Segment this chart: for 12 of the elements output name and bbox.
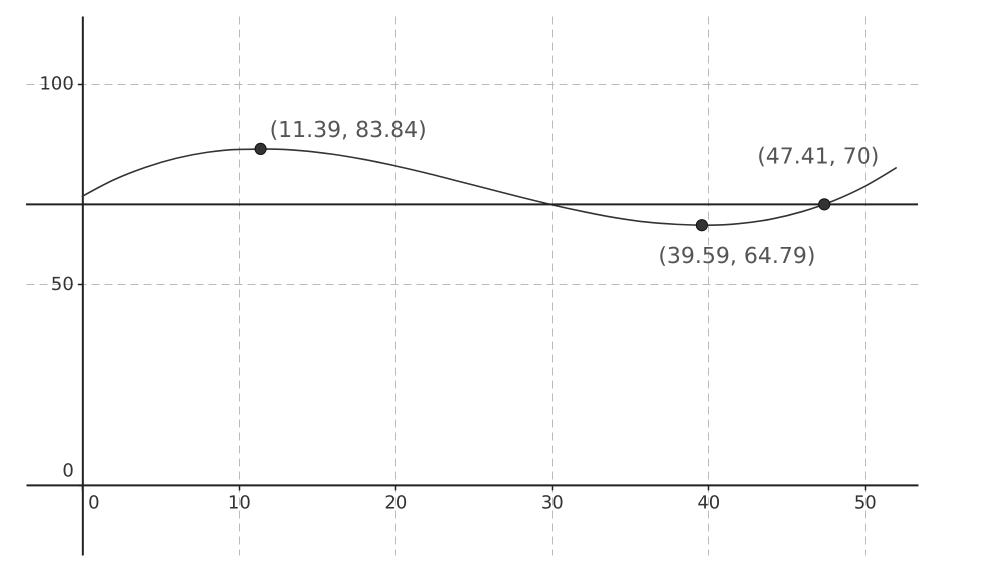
data-label: (39.59, 64.79) — [658, 244, 816, 270]
x-tick-label: 40 — [697, 492, 720, 514]
x-tick-label: 30 — [540, 492, 564, 514]
y-tick-label: 100 — [39, 74, 74, 95]
y-tick-label: 0 — [62, 460, 74, 482]
x-tick-label: 50 — [854, 492, 877, 514]
x-tick-label: 0 — [88, 492, 100, 514]
data-label: (11.39, 83.84) — [270, 118, 427, 143]
y-tick-label: 50 — [50, 274, 74, 295]
x-tick-label: 10 — [228, 492, 251, 514]
data-label: (47.41, 70) — [757, 144, 880, 170]
x-tick-label: 20 — [384, 492, 408, 514]
